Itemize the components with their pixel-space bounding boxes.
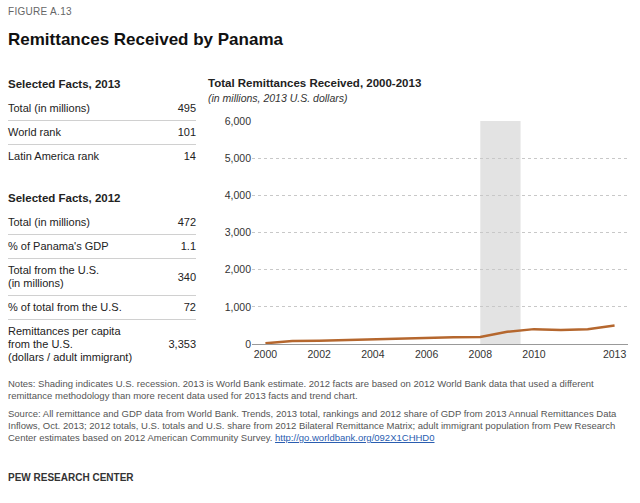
html-text:PEW RESEARCH CENTER: PEW RESEARCH CENTER xyxy=(8,472,134,483)
html-text:Source: All remittance and GDP: Source: All remittance and GDP data from… xyxy=(8,408,617,443)
html-text:3,353: 3,353 xyxy=(168,338,196,350)
html-text:Selected Facts, 2013: Selected Facts, 2013 xyxy=(8,78,121,90)
html-text:1.1: 1.1 xyxy=(180,240,196,252)
html-text:472: 472 xyxy=(177,216,196,228)
html-text:Latin America rank: Latin America rank xyxy=(8,150,100,162)
svg-text:4,000: 4,000 xyxy=(225,189,251,201)
svg-text:2004: 2004 xyxy=(361,348,385,360)
svg-text:2000: 2000 xyxy=(254,348,278,360)
html-text:(in millions): (in millions) xyxy=(8,277,64,289)
html-text:Total (in millions): Total (in millions) xyxy=(8,102,90,114)
html-text:Notes: Shading indicates U.S.: Notes: Shading indicates U.S. recession.… xyxy=(8,378,594,401)
html-text:FIGURE A.13: FIGURE A.13 xyxy=(8,6,72,17)
html-text:(in millions, 2013 U.S. dollar: (in millions, 2013 U.S. dollars) xyxy=(208,92,348,104)
svg-text:2,000: 2,000 xyxy=(225,263,251,275)
html-text:from the U.S.: from the U.S. xyxy=(8,338,73,350)
svg-text:2006: 2006 xyxy=(415,348,439,360)
html-text:Remittances per capita: Remittances per capita xyxy=(8,325,121,337)
html-text:340: 340 xyxy=(177,270,196,283)
svg-text:6,000: 6,000 xyxy=(225,115,251,127)
svg-text:1,000: 1,000 xyxy=(225,301,251,313)
html-text:Total (in millions): Total (in millions) xyxy=(8,216,90,228)
html-text:101: 101 xyxy=(177,126,196,138)
html-text:% of Panama's GDP: % of Panama's GDP xyxy=(8,240,109,252)
svg-text:3,000: 3,000 xyxy=(225,226,251,238)
html-text:Total Remittances Received, 20: Total Remittances Received, 2000-2013 xyxy=(208,77,422,89)
html-text:72: 72 xyxy=(183,301,196,313)
svg-text:2008: 2008 xyxy=(469,348,493,360)
svg-text:0: 0 xyxy=(245,338,251,350)
html-text:Remittances Received by Panama: Remittances Received by Panama xyxy=(8,30,283,49)
svg-text:2013: 2013 xyxy=(603,348,627,360)
html-text:14: 14 xyxy=(183,150,196,162)
svg-text:2010: 2010 xyxy=(522,348,546,360)
html-text:Selected Facts, 2012: Selected Facts, 2012 xyxy=(8,192,121,204)
html-text:(dollars / adult immigrant): (dollars / adult immigrant) xyxy=(8,351,133,363)
svg-text:5,000: 5,000 xyxy=(225,152,251,164)
html-text:Total from the U.S.: Total from the U.S. xyxy=(8,264,100,276)
html-text:% of total from the U.S.: % of total from the U.S. xyxy=(8,301,122,313)
html-text:World rank: World rank xyxy=(8,126,61,138)
html-text:495: 495 xyxy=(177,102,196,114)
svg-text:2002: 2002 xyxy=(307,348,331,360)
